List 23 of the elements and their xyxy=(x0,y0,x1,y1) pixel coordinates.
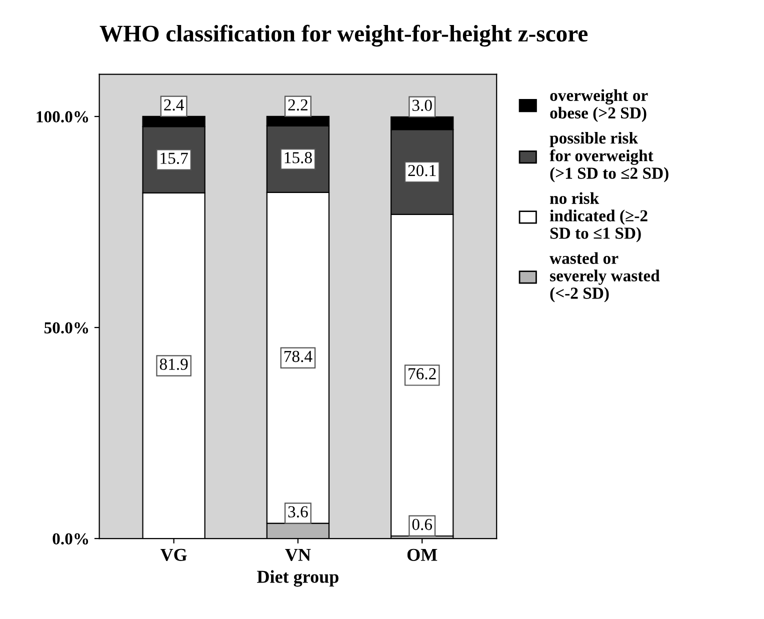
data-label: 3.0 xyxy=(412,100,432,112)
data-label: 78.4 xyxy=(284,350,312,362)
y-tick-label: 100.0% xyxy=(36,111,88,123)
legend-label: overweight or obese (>2 SD) xyxy=(550,89,648,122)
y-tick-label: 0.0% xyxy=(52,533,88,545)
legend-label: possible risk for overweight (>1 SD to ≤2 SD) xyxy=(550,132,668,182)
data-label: 15.8 xyxy=(284,152,312,164)
x-tick-label: OM xyxy=(407,548,438,561)
legend-label: wasted or severely wasted (<-2 SD) xyxy=(550,252,660,302)
data-label: 0.6 xyxy=(412,518,432,530)
data-label: 3.6 xyxy=(288,506,308,518)
data-label: 20.1 xyxy=(408,164,436,176)
data-label: 81.9 xyxy=(160,358,188,370)
x-tick-label: VN xyxy=(285,548,311,562)
data-label: 76.2 xyxy=(408,368,436,380)
x-tick-label: VG xyxy=(160,548,187,562)
chart-title: WHO classification for weight-for-height z-score xyxy=(100,24,588,47)
y-tick-label: 50.0% xyxy=(44,322,88,334)
data-label: 2.4 xyxy=(164,99,184,111)
x-axis-title: Diet group xyxy=(257,570,338,587)
data-label: 15.7 xyxy=(160,152,188,164)
data-label: 2.2 xyxy=(288,99,308,111)
legend-label: no risk indicated (≥-2 SD to ≤1 SD) xyxy=(550,192,648,242)
